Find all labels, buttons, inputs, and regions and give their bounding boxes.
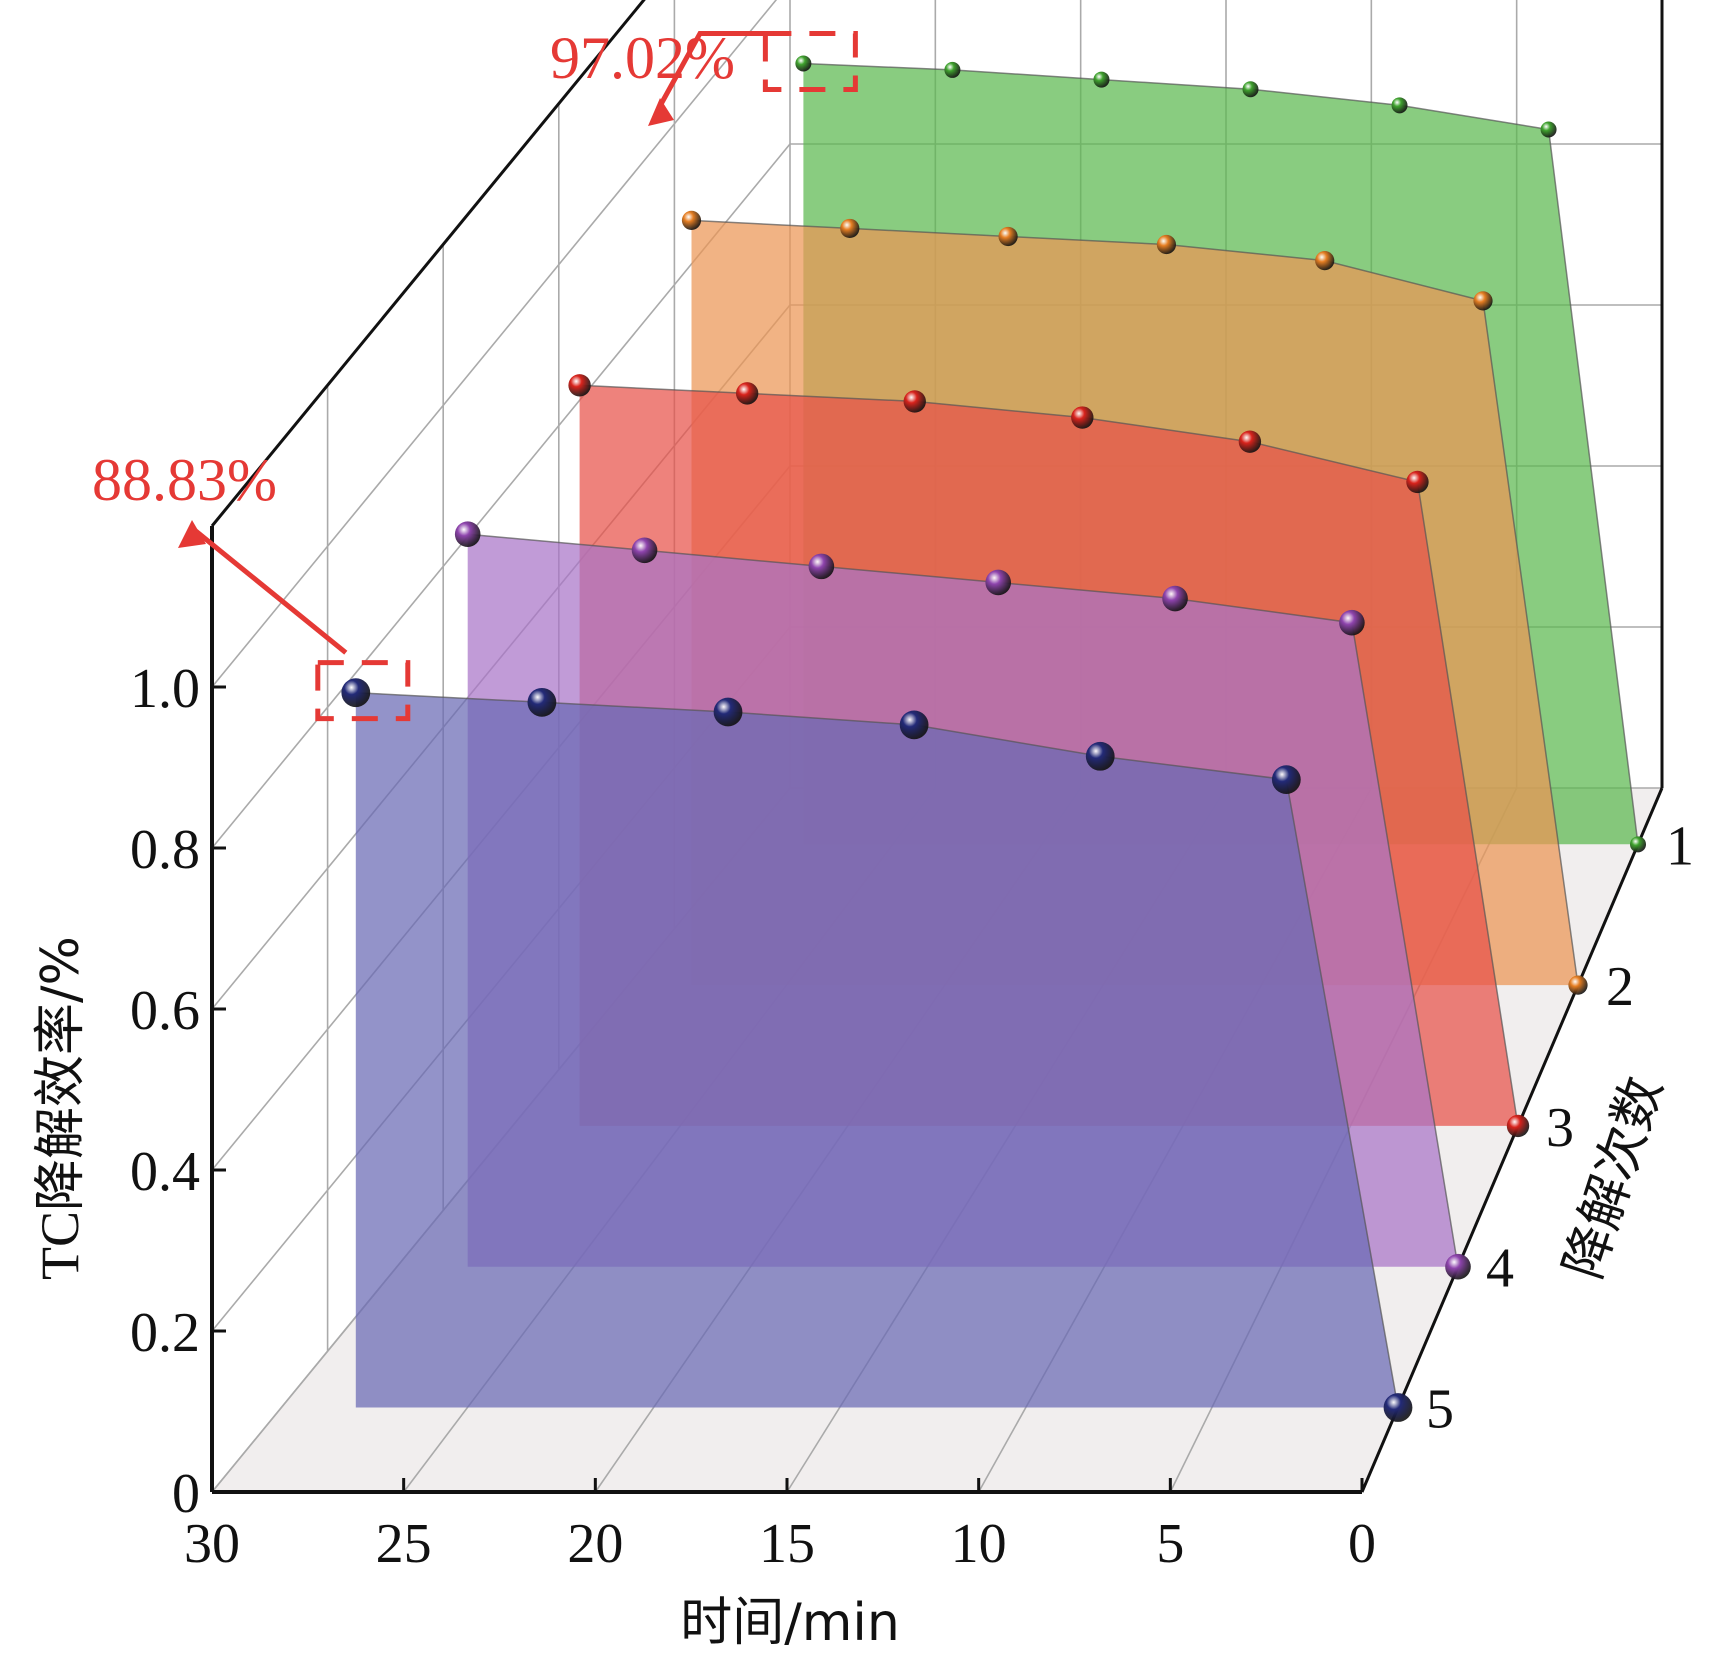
y-axis-title: TC降解效率/%: [30, 936, 91, 1280]
data-point: [1506, 1114, 1530, 1138]
data-point: [341, 678, 371, 708]
data-point: [1156, 234, 1177, 255]
data-point: [903, 390, 926, 413]
data-point: [840, 218, 860, 239]
data-point: [1406, 470, 1429, 494]
annotation-arrow-head: [178, 520, 206, 548]
data-point: [1271, 765, 1301, 795]
data-point: [795, 55, 812, 72]
data-point: [1242, 81, 1259, 98]
y-axis-title-rest: 降解效率/%: [31, 936, 91, 1211]
y-tick-label: 0: [172, 1463, 200, 1525]
data-point: [944, 61, 961, 78]
data-point: [1568, 975, 1588, 995]
x-tick-label: 10: [951, 1513, 1007, 1575]
data-point: [998, 226, 1018, 247]
axes: [210, 0, 1664, 1494]
x-tick-label: 30: [184, 1513, 240, 1575]
data-point: [1071, 406, 1094, 429]
annotation-label-max: 97.02%: [550, 25, 735, 91]
data-point: [527, 687, 557, 717]
axis-line: [1360, 787, 1664, 1493]
x-tick-label: 5: [1156, 1513, 1184, 1575]
annotation-arrow-head: [648, 98, 674, 126]
data-point: [681, 210, 702, 230]
annotation-arrow: [190, 526, 348, 655]
data-point: [1085, 741, 1115, 771]
annotation-0: [648, 30, 858, 126]
y-tick-label: 0.8: [130, 819, 200, 881]
y-axis-title-prefix: TC: [30, 1211, 90, 1280]
series-area-5: [355, 692, 1398, 1408]
x-tick-label: 15: [759, 1513, 815, 1575]
data-point: [1383, 1393, 1413, 1422]
data-point: [899, 710, 929, 740]
data-point: [1339, 609, 1365, 636]
annotation-arrow: [657, 30, 774, 108]
data-point: [985, 569, 1012, 596]
z-tick-label: 1: [1666, 815, 1694, 877]
data-point: [1630, 836, 1646, 853]
data-point: [1540, 121, 1557, 138]
annotation-box: [315, 660, 411, 722]
annotation-label-min: 88.83%: [92, 447, 277, 513]
x-tick-labels: 30 25 20 15 10 5 0: [184, 1513, 1376, 1575]
data-point: [1162, 585, 1188, 612]
x-tick-label: 25: [376, 1513, 432, 1575]
x-tick-label: 20: [567, 1513, 623, 1575]
y-tick-label: 0.4: [130, 1141, 200, 1203]
z-tick-label: 4: [1486, 1238, 1514, 1300]
data-point: [568, 374, 591, 397]
y-tick-label: 1.0: [130, 658, 200, 720]
data-point: [1093, 71, 1110, 88]
data-point: [1238, 430, 1262, 453]
z-tick-label: 3: [1546, 1097, 1574, 1159]
data-point: [454, 521, 481, 547]
data-point: [735, 382, 759, 405]
data-point: [1445, 1253, 1471, 1280]
data-point: [1473, 291, 1493, 311]
z-tick-label: 5: [1426, 1379, 1454, 1441]
y-tick-label: 0.6: [130, 980, 200, 1042]
axis-line: [210, 0, 646, 527]
y-tick-labels: 0 0.2 0.4 0.6 0.8 1.0: [130, 658, 200, 1525]
x-tick-label: 0: [1348, 1513, 1376, 1575]
annotation-box: [762, 30, 858, 92]
z-tick-label: 2: [1606, 956, 1634, 1018]
left-wall-grid-line: [211, 0, 778, 688]
annotation-1: [178, 520, 411, 722]
data-point: [1315, 251, 1335, 271]
data-point: [1391, 97, 1408, 114]
data-point: [713, 697, 743, 727]
data-point: [631, 537, 658, 564]
x-axis-title: 时间/min: [680, 1593, 900, 1653]
series-5: [341, 678, 1413, 1422]
data-point: [808, 553, 835, 580]
y-tick-label: 0.2: [130, 1302, 200, 1364]
series-areas: [341, 55, 1646, 1422]
annotations: [178, 30, 858, 722]
z-tick-labels: 1 2 3 4 5: [1426, 815, 1694, 1440]
